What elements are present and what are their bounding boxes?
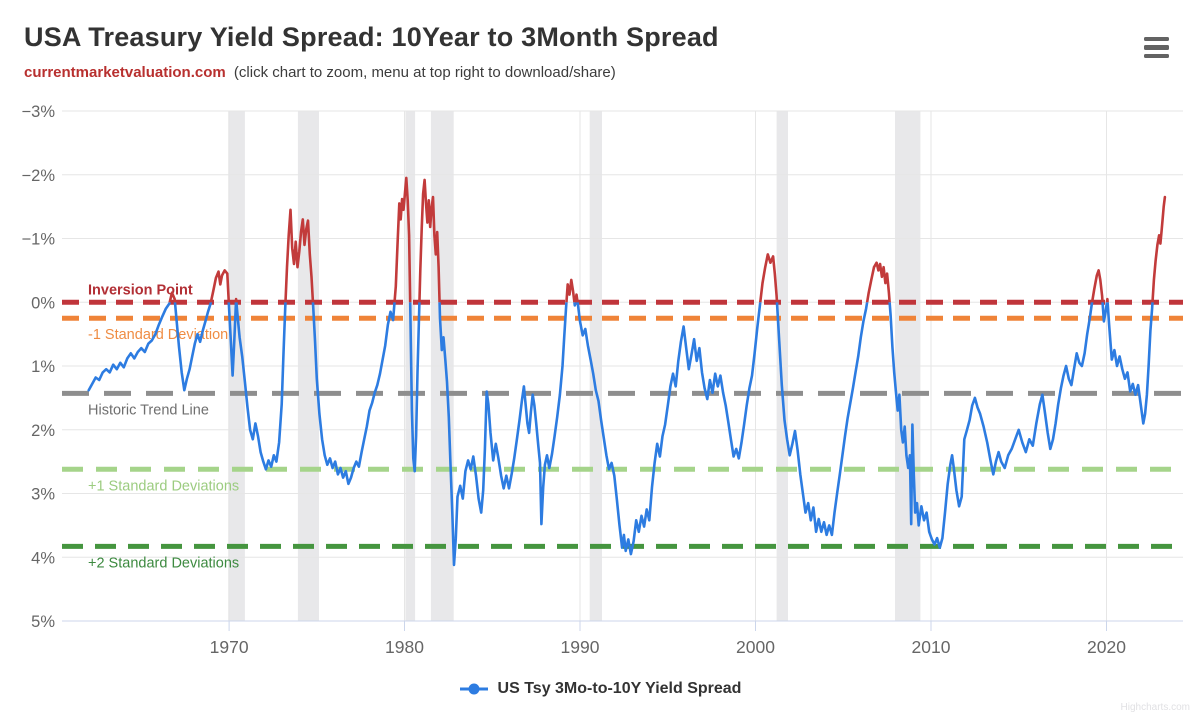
x-tick-label: 2020	[1087, 637, 1126, 657]
x-tick-label: 1970	[210, 637, 249, 657]
x-tick-label: 1980	[385, 637, 424, 657]
page-title: USA Treasury Yield Spread: 10Year to 3Mo…	[24, 22, 719, 52]
series-line-positive[interactable]	[87, 178, 1165, 567]
highcharts-credit[interactable]: Highcharts.com	[1120, 702, 1190, 713]
y-tick-label: 5%	[31, 613, 55, 631]
y-tick-label: 3%	[31, 486, 55, 504]
plot-line-label-plus-1-standard-deviations: +1 Standard Deviations	[88, 478, 239, 494]
plot-line-label-historic-trend-line: Historic Trend Line	[88, 402, 209, 418]
y-tick-label: 2%	[31, 422, 55, 440]
hamburger-menu-icon[interactable]	[1144, 37, 1169, 58]
y-tick-label: −2%	[22, 167, 56, 185]
x-tick-label: 1990	[561, 637, 600, 657]
y-tick-label: 4%	[31, 549, 55, 567]
hamburger-bar	[1144, 37, 1169, 42]
subtitle-link[interactable]: currentmarketvaluation.com	[24, 64, 226, 81]
chart-subtitle: currentmarketvaluation.com (click chart …	[24, 64, 616, 81]
y-tick-label: 0%	[31, 294, 55, 312]
x-tick-label: 2000	[736, 637, 775, 657]
plot-line-label-plus-2-standard-deviations: +2 Standard Deviations	[88, 555, 239, 571]
y-tick-label: −1%	[22, 231, 56, 249]
y-tick-label: 1%	[31, 358, 55, 376]
subtitle-note: (click chart to zoom, menu at top right …	[233, 64, 616, 81]
legend-marker-icon	[459, 683, 488, 695]
x-tick-label: 2010	[912, 637, 951, 657]
series-line-negative[interactable]	[89, 176, 1167, 565]
plot-line-label-inversion-point: Inversion Point	[88, 282, 193, 298]
plot-line-label-minus-1-standard-deviation: -1 Standard Deviation	[88, 327, 228, 343]
legend-label: US Tsy 3Mo-to-10Y Yield Spread	[497, 680, 742, 697]
hamburger-bar	[1144, 53, 1169, 58]
y-tick-label: −3%	[22, 103, 56, 121]
hamburger-bar	[1144, 45, 1169, 50]
legend[interactable]: US Tsy 3Mo-to-10Y Yield Spread	[0, 680, 1200, 698]
